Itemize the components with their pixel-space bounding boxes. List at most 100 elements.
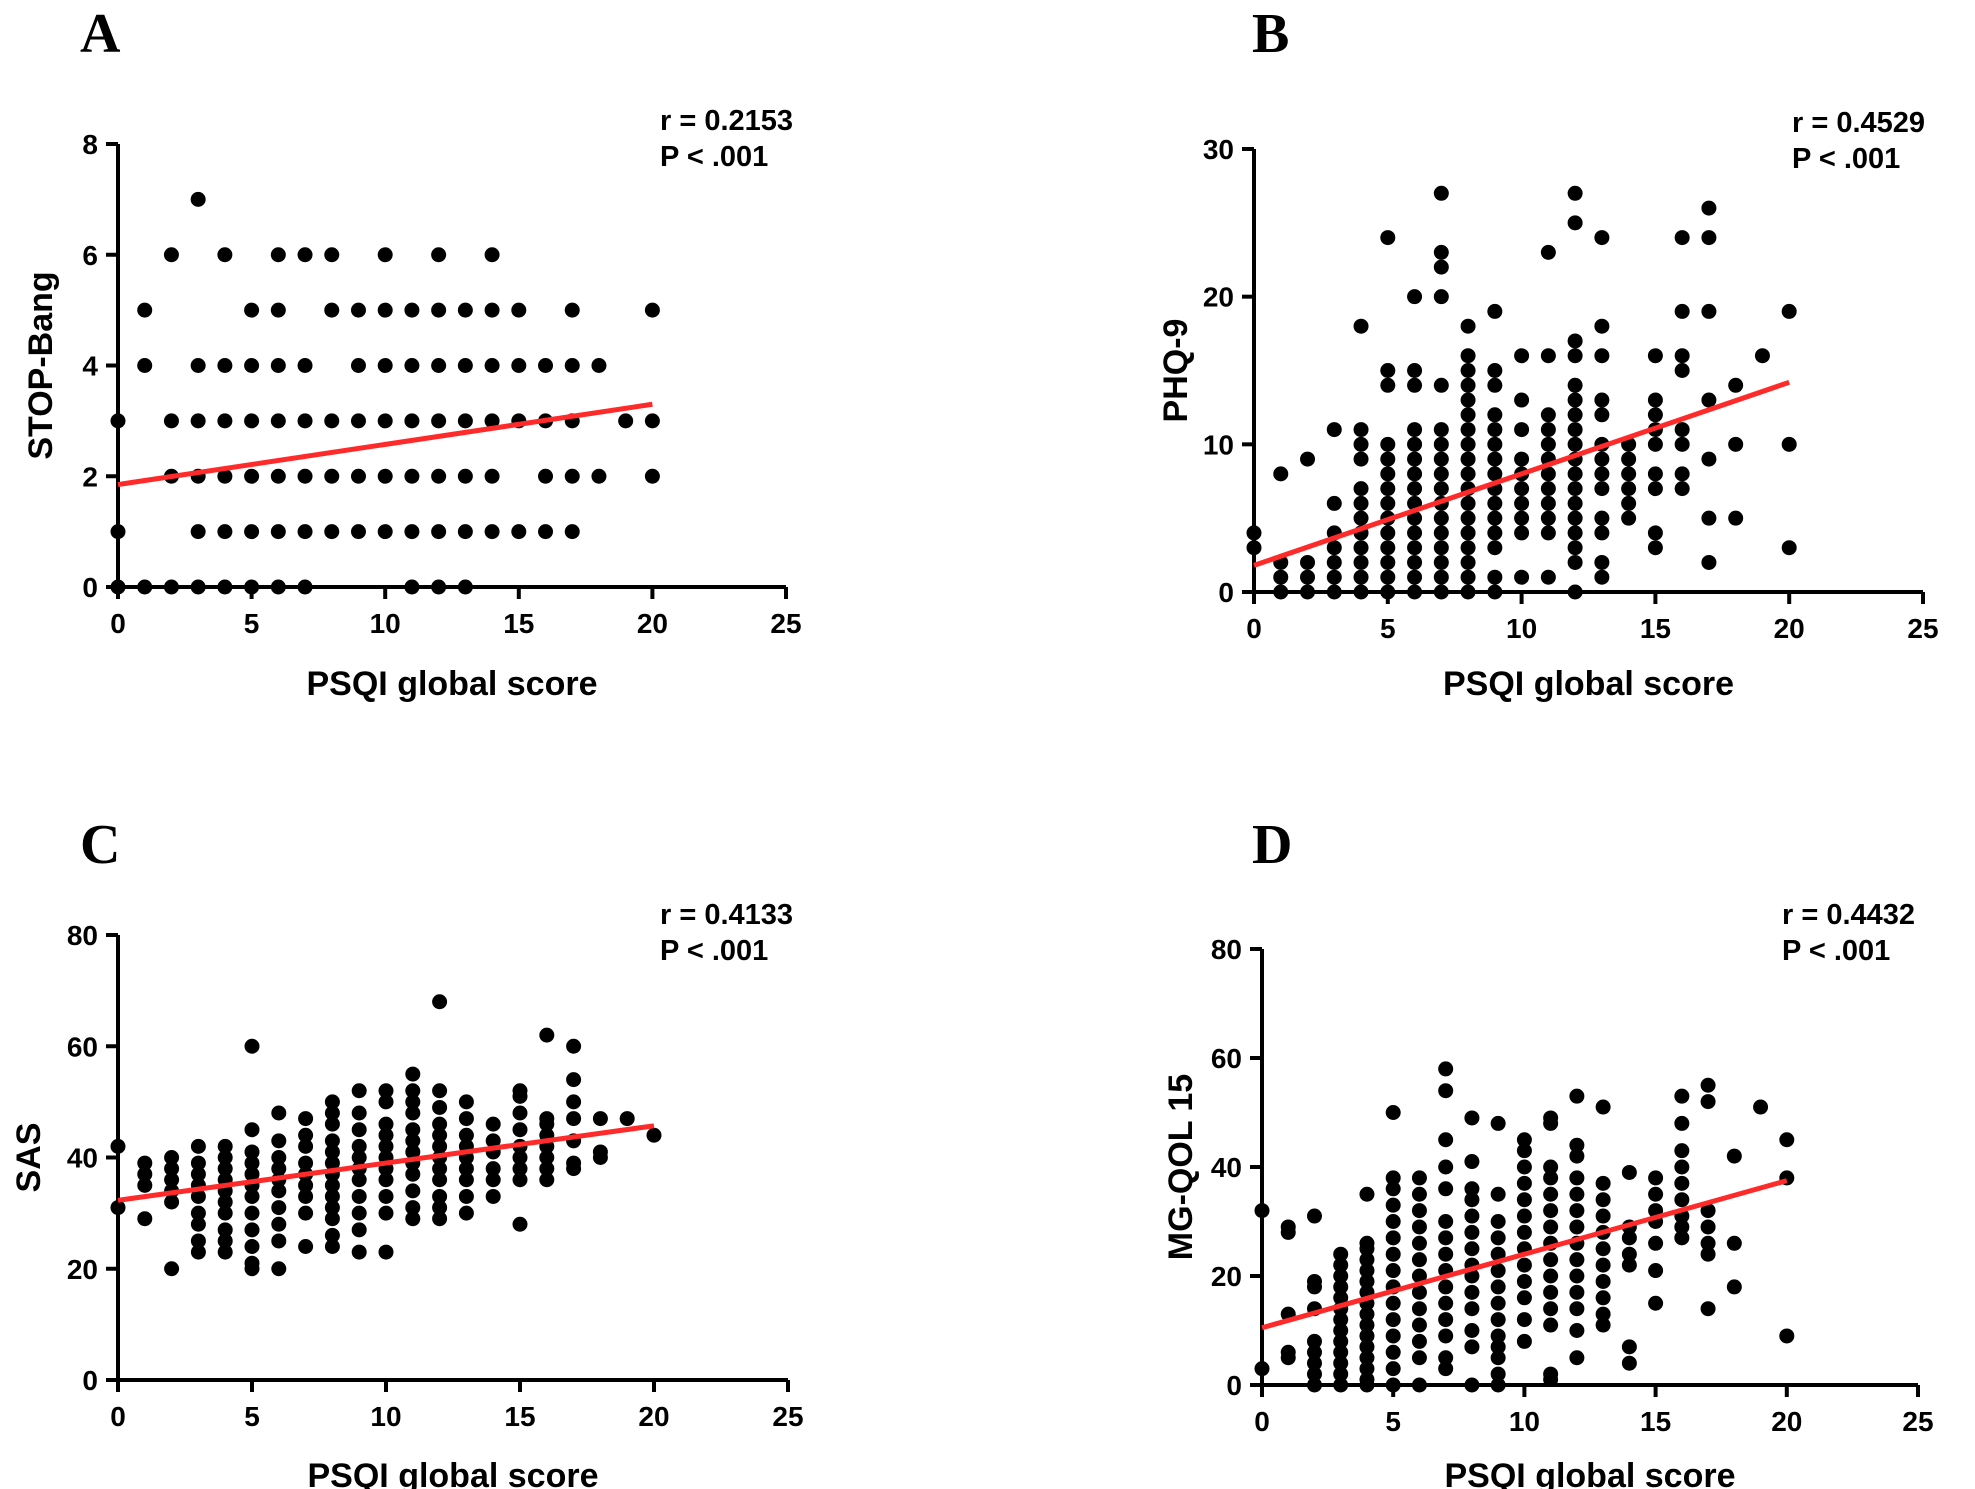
panel-b-data-point: [1380, 495, 1396, 511]
panel-b-data-point: [1407, 554, 1423, 570]
panel-d-data-point: [1464, 1284, 1480, 1300]
panel-b-data-point: [1326, 584, 1342, 600]
panel-b-data-point: [1433, 244, 1449, 260]
panel-d-data-point: [1700, 1235, 1716, 1251]
panel-c-data-point: [458, 1127, 474, 1143]
panel-c-x-tick-label: 15: [504, 1401, 535, 1432]
panel-b-data-point: [1540, 422, 1556, 438]
panel-d-data-point: [1385, 1344, 1401, 1360]
panel-d-data-point: [1411, 1301, 1427, 1317]
panel-d-data-point: [1700, 1077, 1716, 1093]
panel-c-data-point: [298, 1205, 314, 1221]
panel-d-data-point: [1726, 1148, 1742, 1164]
panel-d-data-point: [1674, 1143, 1690, 1159]
panel-c-data-point: [298, 1239, 314, 1254]
panel-c-data-point: [190, 1188, 206, 1204]
panel-c-data-point: [244, 1255, 260, 1271]
panel-a-y-tick-label: 8: [82, 129, 98, 160]
panel-b-data-point: [1460, 495, 1476, 511]
panel-b-data-point: [1594, 569, 1610, 585]
panel-a-y-tick-label: 2: [82, 461, 98, 492]
panel-c-data-point: [566, 1072, 582, 1088]
panel-b-data-point: [1407, 540, 1423, 556]
panel-a-data-point: [404, 579, 420, 595]
panel-d-data-point: [1648, 1170, 1664, 1186]
panel-a-y-tick-label: 6: [82, 240, 98, 271]
panel-d-data-point: [1385, 1312, 1401, 1328]
panel-b-data-point: [1353, 422, 1369, 438]
panel-d-data-point: [1595, 1099, 1611, 1115]
panel-b-data-point: [1647, 436, 1663, 452]
panel-b-data-point: [1380, 436, 1396, 452]
panel-b-data-point: [1540, 436, 1556, 452]
panel-d-data-point: [1648, 1235, 1664, 1251]
panel-a-data-point: [270, 358, 286, 373]
panel-b-y-axis-title: PHQ-9: [1157, 319, 1195, 423]
panel-c-data-point: [458, 1172, 474, 1188]
panel-b-data-point: [1273, 466, 1289, 482]
panel-d-data-point: [1411, 1268, 1427, 1284]
panel-d-data-point: [1464, 1208, 1480, 1224]
panel-a-data-point: [404, 358, 420, 373]
panel-c-data-point: [298, 1177, 314, 1193]
panel-c-data-point: [324, 1144, 340, 1160]
panel-d-data-point: [1306, 1366, 1322, 1382]
panel-c-data-point: [351, 1188, 367, 1204]
panel-d-data-point: [1569, 1203, 1585, 1219]
panel-b-data-point: [1514, 348, 1530, 364]
panel-c-data-point: [351, 1105, 367, 1121]
panel-c-data-point: [512, 1122, 528, 1138]
panel-b-data-point: [1514, 569, 1530, 585]
panel-c-data-point: [217, 1194, 233, 1210]
panel-d-data-point: [1648, 1295, 1664, 1311]
panel-a-data-point: [564, 302, 580, 318]
panel-b-data-point: [1433, 481, 1449, 497]
panel-c-data-point: [432, 1200, 448, 1216]
panel-a-data-point: [484, 247, 500, 263]
panel-b-data-point: [1433, 289, 1449, 305]
panel-a-data-point: [564, 468, 580, 484]
panel-d-data-point: [1306, 1344, 1322, 1360]
panel-b-data-point: [1460, 392, 1476, 408]
panel-a-x-tick-label: 10: [370, 608, 401, 639]
panel-c-data-point: [190, 1216, 206, 1232]
panel-d-data-point: [1490, 1214, 1506, 1229]
panel-d-data-point: [1464, 1301, 1480, 1317]
panel-d-data-point: [1569, 1219, 1585, 1235]
panel-b-data-point: [1674, 230, 1690, 246]
panel-d-data-point: [1333, 1344, 1349, 1360]
panel-a-x-axis-title: PSQI global score: [307, 665, 598, 703]
panel-d-data-point: [1569, 1137, 1585, 1153]
panel-a-data-point: [324, 524, 340, 540]
panel-d-data-point: [1333, 1257, 1349, 1273]
panel-d-data-point: [1359, 1306, 1375, 1322]
panel-d-x-tick-label: 10: [1509, 1406, 1540, 1437]
panel-b-data-point: [1567, 466, 1583, 482]
panel-b-data-point: [1487, 303, 1503, 319]
panel-c-data-point: [458, 1205, 474, 1221]
panel-b-data-point: [1380, 540, 1396, 556]
panel-a-data-point: [163, 579, 179, 595]
panel-a-data-point: [190, 191, 206, 207]
panel-a-data-point: [110, 524, 126, 540]
panel-d-data-point: [1306, 1355, 1322, 1371]
panel-b-x-axis-title: PSQI global score: [1443, 665, 1734, 703]
panel-b-r-value: r = 0.4529: [1792, 107, 1925, 139]
panel-c-data-point: [539, 1172, 555, 1188]
panel-d-data-point: [1333, 1323, 1349, 1338]
panel-d-x-axis-title: PSQI global score: [1445, 1457, 1736, 1489]
panel-d-data-point: [1280, 1219, 1296, 1235]
panel-c-data-point: [405, 1133, 421, 1149]
panel-a-data-point: [270, 247, 286, 263]
panel-b-data-point: [1594, 392, 1610, 408]
panel-c-data-point: [405, 1066, 421, 1082]
panel-d-data-point: [1438, 1214, 1454, 1229]
panel-c-data-point: [190, 1155, 206, 1171]
panel-a-data-point: [538, 468, 554, 484]
panel-c-data-point: [539, 1150, 555, 1165]
panel-b-data-point: [1540, 348, 1556, 364]
panel-b-data-point: [1567, 481, 1583, 497]
panel-d-data-point: [1516, 1208, 1532, 1224]
panel-c-data-point: [432, 1083, 448, 1099]
panel-d-x-tick-label: 20: [1771, 1406, 1802, 1437]
